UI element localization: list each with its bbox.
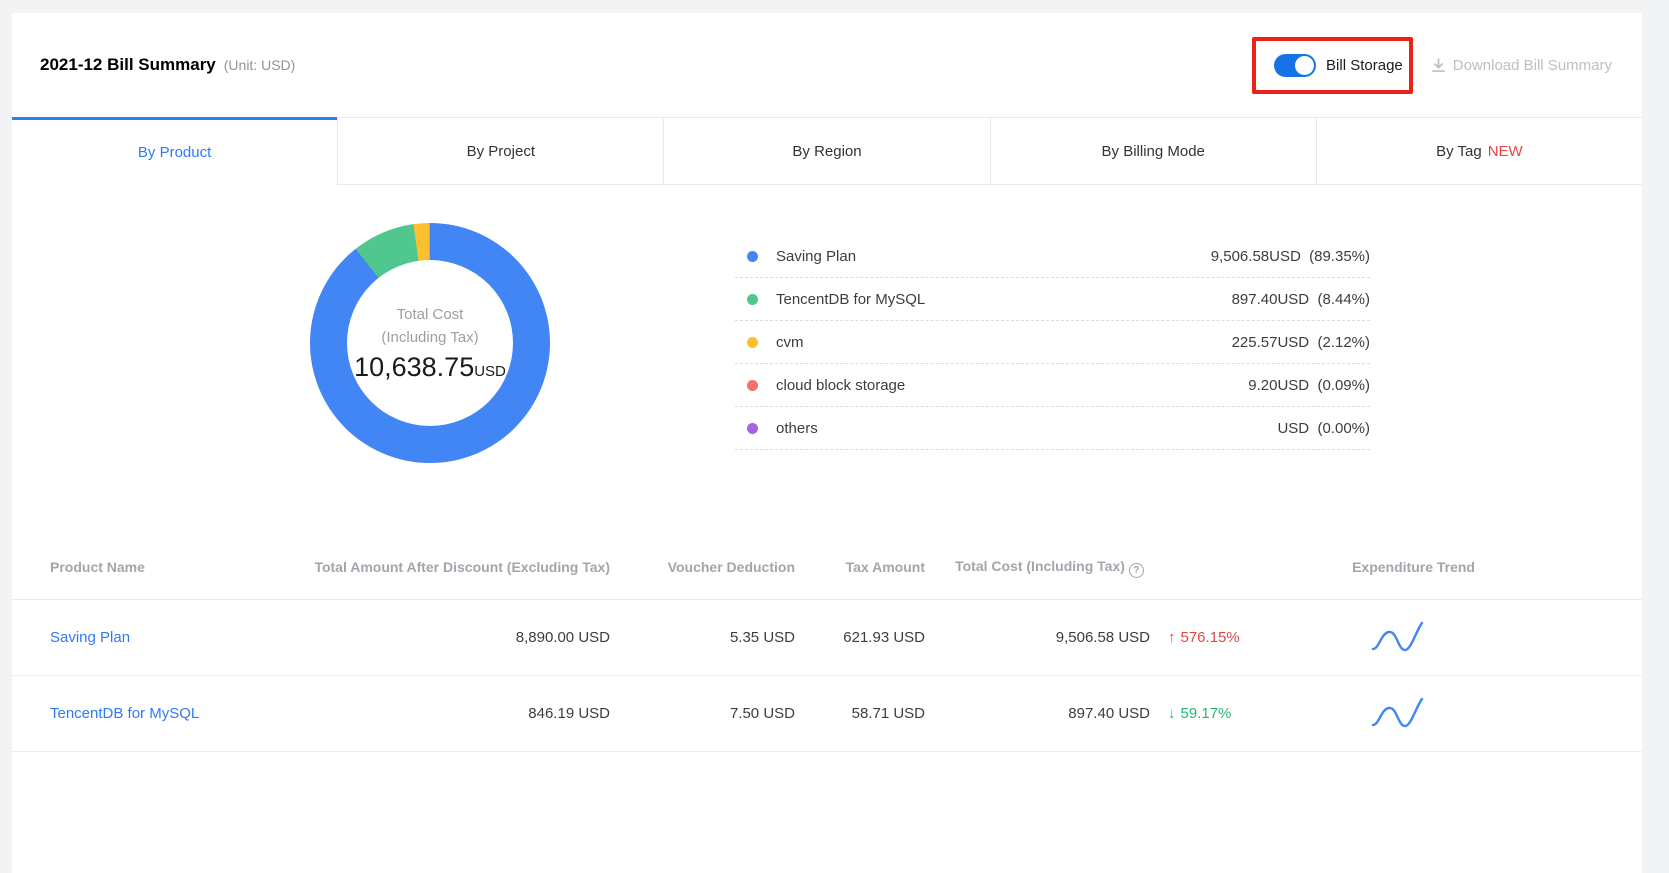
donut-center-label-1: Total Cost: [396, 305, 464, 323]
legend-value: 9.20USD (0.09%): [1248, 376, 1370, 394]
download-icon: [1431, 57, 1445, 72]
table-body: Saving Plan 8,890.00 USD 5.35 USD 621.93 US…: [12, 600, 1642, 752]
header-actions: Bill Storage Download Bill Summary: [1252, 36, 1612, 94]
donut-center-label-2: (Including Tax): [381, 329, 479, 346]
tab-by-region[interactable]: By Region: [663, 117, 990, 185]
legend-item-tencentdb-for-mysql[interactable]: TencentDB for MySQL 897.40USD (8.44%): [735, 278, 1370, 321]
legend-name: cvm: [776, 333, 804, 351]
legend-dot: [747, 422, 758, 434]
trend-percentage-cell: ↓ 59.17%: [1150, 705, 1320, 722]
total-cost-cell: 9,506.58 USD: [1055, 629, 1150, 646]
arrow-up-icon: ↑: [1168, 629, 1176, 646]
tab-label: By Tag: [1436, 142, 1482, 160]
tab-by-tag[interactable]: By Tag NEW: [1315, 117, 1643, 185]
sparkline-chart: [1371, 621, 1423, 651]
tab-bar: By Product By Project By Region By Billing …: [12, 117, 1643, 185]
legend-item-others[interactable]: others USD (0.00%): [735, 407, 1370, 450]
title-group: 2021-12 Bill Summary (Unit: USD): [40, 55, 295, 75]
legend-dot: [747, 336, 758, 348]
donut-center: Total Cost (Including Tax) 10,638.75USD: [347, 260, 513, 426]
legend-value: USD (0.00%): [1277, 419, 1370, 437]
col-header-amount-after-discount: Total Amount After Discount (Excluding T…: [314, 558, 610, 575]
donut-chart: Total Cost (Including Tax) 10,638.75USD: [310, 223, 550, 463]
trend-percentage-cell: ↑ 576.15%: [1150, 629, 1320, 646]
amount-after-discount-cell: 846.19 USD: [528, 705, 610, 722]
tab-label: By Billing Mode: [1101, 142, 1205, 160]
table-row: TencentDB for MySQL 846.19 USD 7.50 USD 58.…: [12, 676, 1642, 752]
total-cost-value: 10,638.75: [354, 352, 475, 383]
expenditure-trend-cell: [1320, 696, 1587, 732]
bill-summary-card: 2021-12 Bill Summary (Unit: USD) Bill St…: [12, 13, 1643, 873]
chart-legend: Saving Plan 9,506.58USD (89.35%) TencentDB…: [735, 235, 1370, 450]
legend-value: 9,506.58USD (89.35%): [1210, 247, 1370, 265]
legend-dot: [747, 250, 758, 262]
legend-name: Saving Plan: [776, 247, 857, 265]
sparkline-chart: [1371, 697, 1423, 727]
tab-label: By Project: [466, 142, 535, 160]
legend-item-saving-plan[interactable]: Saving Plan 9,506.58USD (89.35%): [735, 235, 1370, 278]
voucher-deduction-cell: 5.35 USD: [729, 629, 795, 646]
legend-item-cloud-block-storage[interactable]: cloud block storage 9.20USD (0.09%): [735, 364, 1370, 407]
table-row: Saving Plan 8,890.00 USD 5.35 USD 621.93 US…: [12, 600, 1642, 676]
download-bill-summary-button[interactable]: Download Bill Summary: [1431, 57, 1612, 74]
page-title: 2021-12 Bill Summary: [40, 55, 216, 74]
trend-percentage: 59.17%: [1180, 705, 1232, 722]
tax-amount-cell: 621.93 USD: [843, 629, 925, 646]
toggle-knob: [1295, 55, 1315, 75]
col-header-total-cost: Total Cost (Including Tax)?: [925, 556, 1150, 578]
product-name-link[interactable]: TencentDB for MySQL: [50, 705, 200, 722]
bill-storage-group: Bill Storage: [1252, 36, 1413, 94]
card-header: 2021-12 Bill Summary (Unit: USD) Bill St…: [12, 13, 1642, 117]
trend-percentage: 576.15%: [1180, 629, 1240, 646]
download-label: Download Bill Summary: [1452, 56, 1612, 74]
bill-storage-label: Bill Storage: [1326, 56, 1403, 74]
legend-item-cvm[interactable]: cvm 225.57USD (2.12%): [735, 321, 1370, 364]
help-icon[interactable]: ?: [1128, 562, 1144, 578]
tax-amount-cell: 58.71 USD: [851, 705, 925, 722]
tab-label: By Product: [137, 144, 212, 161]
page-unit: (Unit: USD): [223, 57, 296, 73]
col-header-product-name: Product Name: [50, 558, 145, 575]
tab-by-billing-mode[interactable]: By Billing Mode: [989, 117, 1316, 185]
product-name-link[interactable]: Saving Plan: [50, 629, 131, 646]
legend-value: 225.57USD (2.12%): [1231, 333, 1370, 351]
expenditure-trend-cell: [1320, 620, 1587, 656]
tab-by-project[interactable]: By Project: [337, 117, 664, 185]
col-header-tax-amount: Tax Amount: [845, 558, 925, 575]
arrow-down-icon: ↓: [1168, 705, 1176, 722]
donut-center-value-line: 10,638.75USD: [354, 352, 506, 383]
total-cost-unit: USD: [474, 363, 506, 381]
table-header-row: Product Name Total Amount After Discount…: [12, 540, 1642, 600]
col-header-expenditure-trend: Expenditure Trend: [1352, 558, 1475, 575]
tab-by-product[interactable]: By Product: [12, 117, 338, 185]
col-header-voucher-deduction: Voucher Deduction: [667, 558, 795, 575]
legend-name: cloud block storage: [776, 376, 906, 394]
legend-name: others: [776, 419, 818, 437]
legend-name: TencentDB for MySQL: [776, 290, 926, 308]
cost-distribution-section: Total Cost (Including Tax) 10,638.75 USD …: [12, 185, 1642, 540]
legend-dot: [747, 293, 758, 305]
bill-storage-toggle[interactable]: [1274, 53, 1317, 77]
bill-table: Product Name Total Amount After Discount…: [12, 540, 1642, 752]
tab-label: By Region: [792, 142, 862, 160]
new-badge: NEW: [1487, 142, 1523, 160]
amount-after-discount-cell: 8,890.00 USD: [515, 629, 610, 646]
total-cost-cell: 897.40 USD: [1068, 705, 1150, 722]
legend-value: 897.40USD (8.44%): [1231, 290, 1370, 308]
voucher-deduction-cell: 7.50 USD: [729, 705, 795, 722]
legend-dot: [747, 379, 758, 391]
